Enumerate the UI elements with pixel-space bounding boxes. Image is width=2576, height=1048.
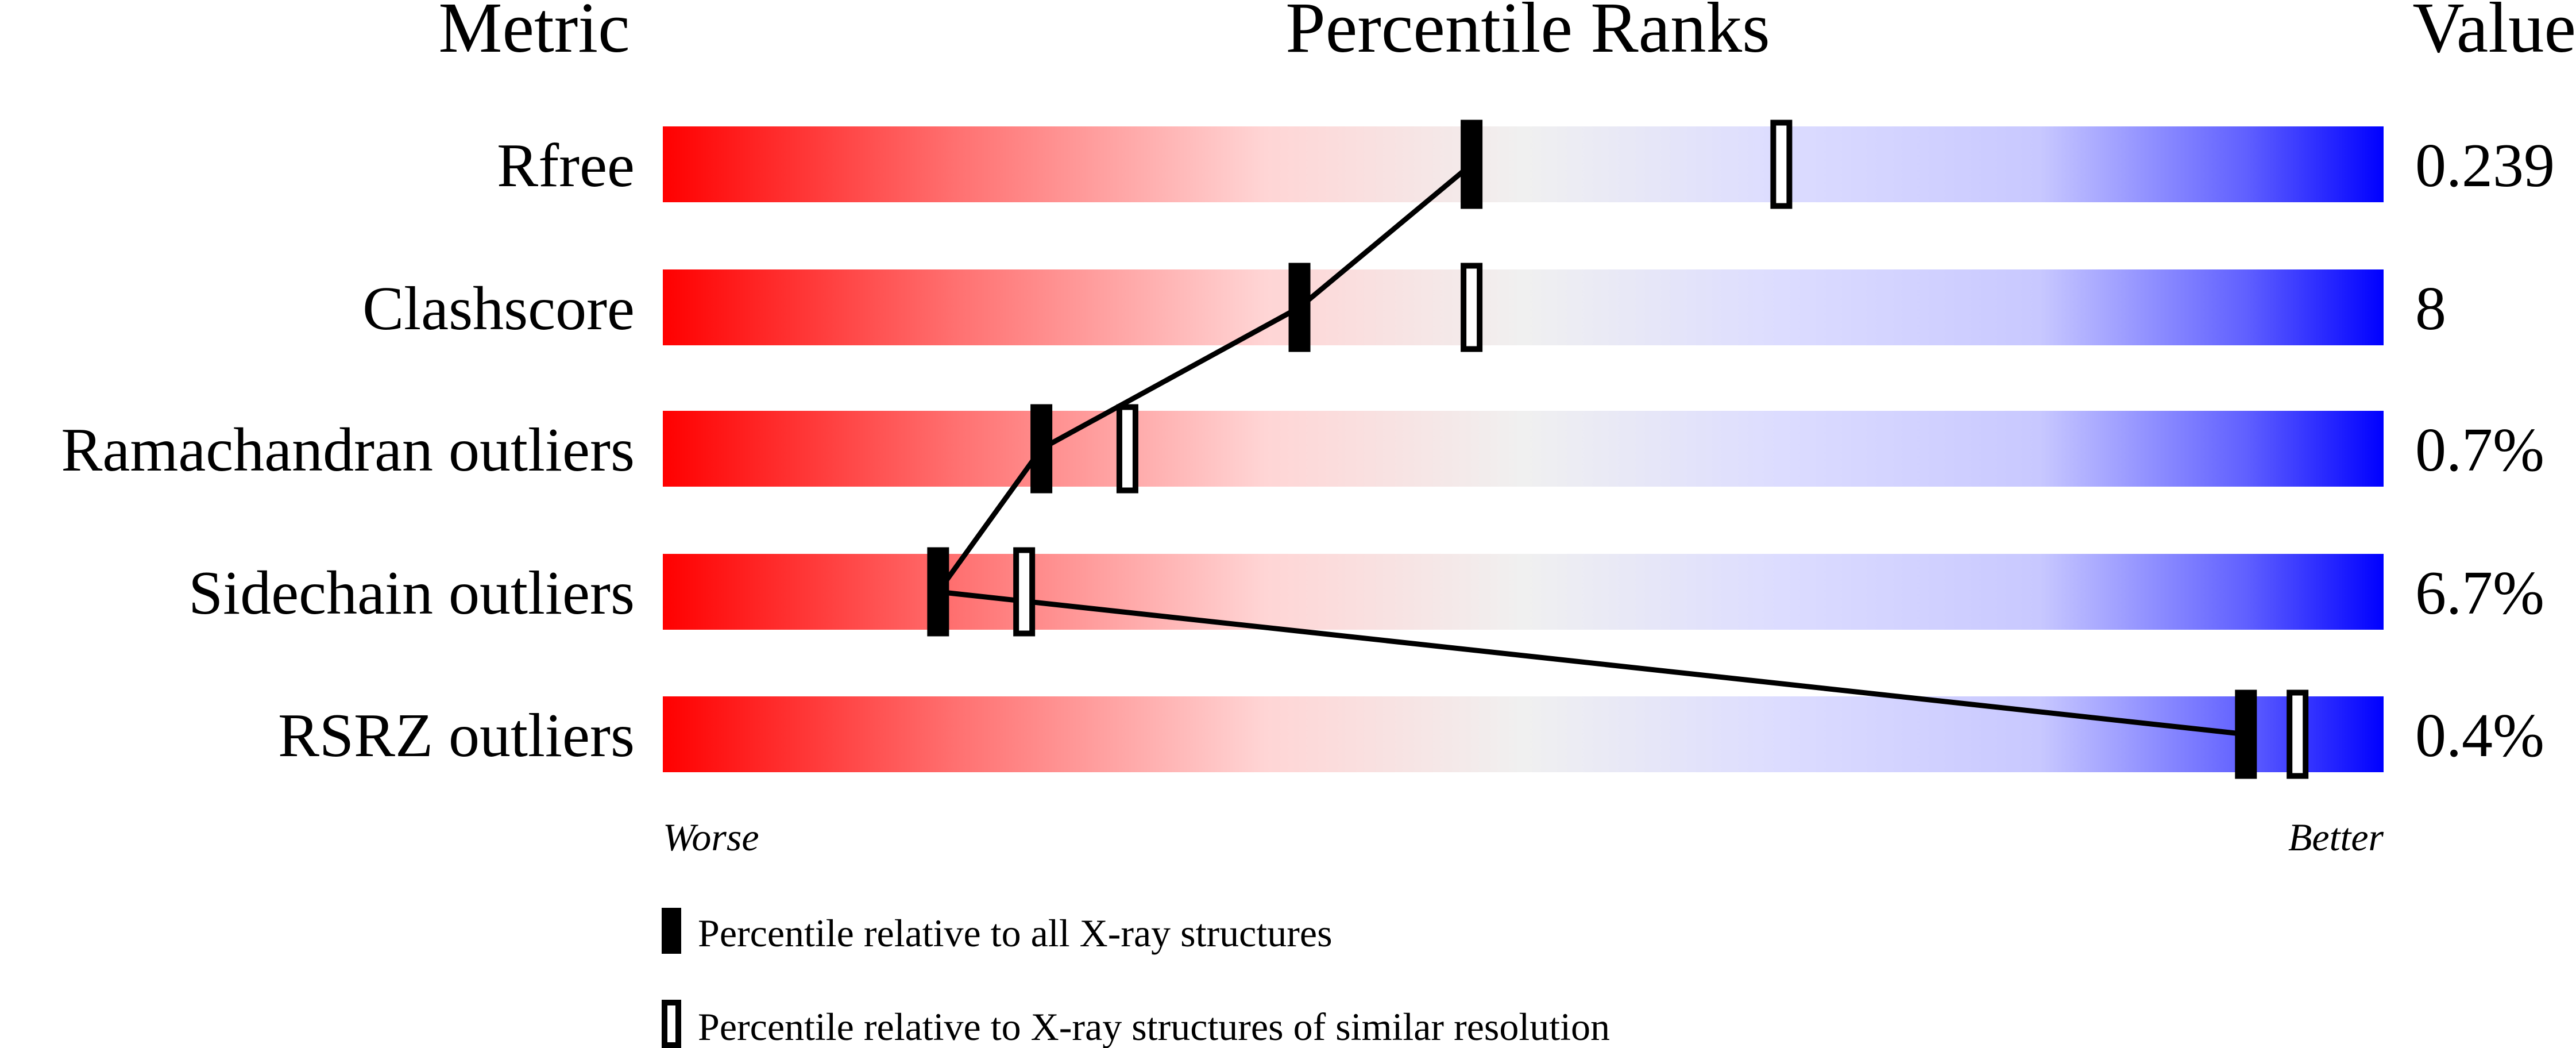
- similar-resolution-marker: [1116, 404, 1138, 494]
- similar-resolution-marker: [1770, 120, 1793, 209]
- all-structures-marker: [1288, 263, 1311, 352]
- metric-value: 6.7%: [2415, 559, 2544, 627]
- all-structures-marker: [1030, 404, 1053, 494]
- metric-value: 0.7%: [2415, 416, 2544, 484]
- metric-value: 0.239: [2415, 132, 2555, 200]
- legend-open-marker: [662, 1000, 681, 1048]
- legend-similar-label: Percentile relative to X-ray structures …: [698, 1005, 1610, 1048]
- metric-label: Sidechain outliers: [188, 559, 635, 627]
- legend-all-label: Percentile relative to all X-ray structu…: [698, 911, 1333, 955]
- legend-filled-marker: [662, 908, 681, 954]
- metric-label: RSRZ outliers: [278, 702, 635, 770]
- similar-resolution-marker: [2287, 689, 2309, 779]
- percentile-bar: [663, 269, 2384, 345]
- header-value: Value: [2412, 0, 2576, 68]
- similar-resolution-marker: [1013, 547, 1036, 637]
- metric-label: Clashscore: [362, 275, 635, 343]
- similar-resolution-marker: [1461, 263, 1483, 352]
- percentile-bar: [663, 411, 2384, 487]
- percentile-bar: [663, 126, 2384, 202]
- worse-label: Worse: [663, 815, 759, 859]
- all-structures-marker: [2235, 689, 2257, 779]
- percentile-bar: [663, 554, 2384, 630]
- percentile-bar: [663, 696, 2384, 772]
- header-metric: Metric: [438, 0, 629, 68]
- metric-label: Ramachandran outliers: [61, 416, 635, 484]
- better-label: Better: [2288, 815, 2384, 859]
- all-structures-marker: [927, 547, 949, 637]
- header-percentile-ranks: Percentile Ranks: [1285, 0, 1770, 68]
- metric-label: Rfree: [497, 132, 635, 200]
- metric-value: 8: [2415, 275, 2446, 343]
- all-structures-marker: [1461, 120, 1483, 209]
- metric-value: 0.4%: [2415, 702, 2544, 770]
